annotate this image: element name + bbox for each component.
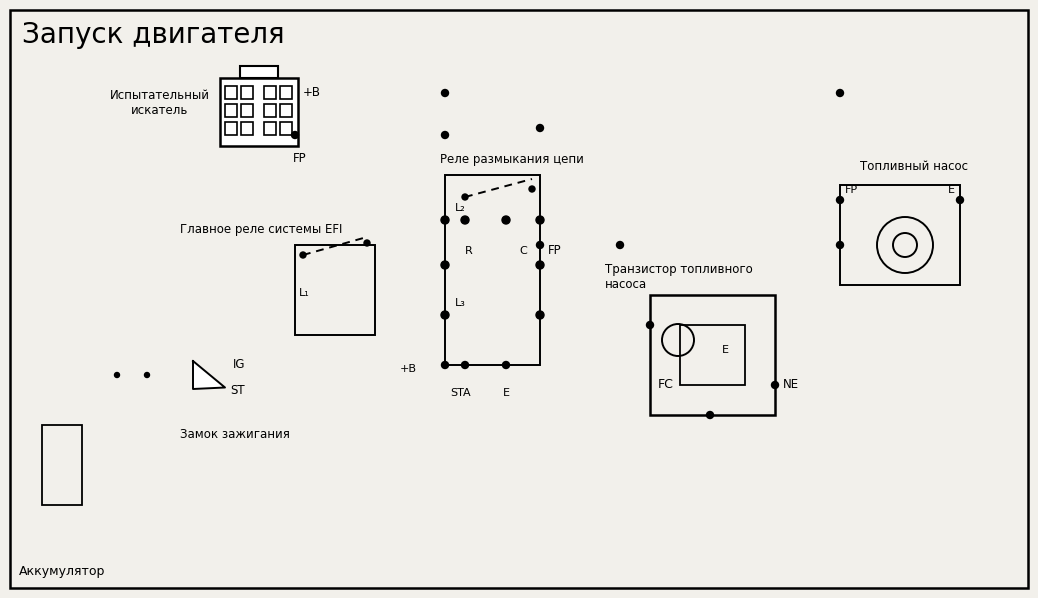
Text: C: C	[519, 246, 526, 256]
Text: E: E	[722, 345, 729, 355]
Bar	[225, 122, 237, 135]
Polygon shape	[193, 361, 225, 389]
Bar	[241, 122, 253, 135]
Circle shape	[647, 322, 654, 328]
Text: Топливный насос: Топливный насос	[861, 160, 968, 173]
Text: IG: IG	[233, 358, 245, 371]
Text: FP: FP	[548, 243, 562, 257]
Circle shape	[502, 216, 510, 224]
Text: +B: +B	[400, 364, 417, 374]
Circle shape	[771, 382, 778, 389]
Text: Транзистор топливного
насоса: Транзистор топливного насоса	[605, 263, 753, 291]
Circle shape	[956, 197, 963, 203]
Bar	[445, 175, 540, 365]
Circle shape	[461, 216, 469, 224]
Circle shape	[537, 124, 544, 132]
Text: Главное реле системы EFI: Главное реле системы EFI	[180, 224, 343, 236]
Text: R: R	[465, 246, 472, 256]
Text: ST: ST	[230, 383, 245, 396]
Circle shape	[617, 242, 624, 249]
Bar	[42, 425, 82, 505]
Bar	[264, 122, 276, 135]
Circle shape	[300, 252, 306, 258]
Circle shape	[536, 261, 544, 269]
Text: STA: STA	[450, 388, 471, 398]
Text: Замок зажигания: Замок зажигания	[180, 429, 290, 441]
Bar	[280, 104, 292, 117]
Text: NE: NE	[783, 379, 799, 392]
Circle shape	[441, 311, 449, 319]
Circle shape	[536, 311, 544, 319]
Circle shape	[502, 362, 510, 368]
Text: L₃: L₃	[455, 298, 466, 308]
Circle shape	[292, 132, 299, 139]
Bar	[220, 78, 298, 146]
Bar	[295, 245, 375, 335]
Circle shape	[707, 411, 713, 419]
Text: FP: FP	[845, 185, 858, 195]
Bar	[264, 104, 276, 117]
Circle shape	[529, 186, 535, 192]
Circle shape	[441, 216, 449, 224]
Bar	[280, 122, 292, 135]
Text: +B: +B	[303, 87, 321, 99]
Circle shape	[441, 132, 448, 139]
Bar	[280, 86, 292, 99]
Circle shape	[144, 373, 149, 377]
Text: FC: FC	[658, 379, 674, 392]
Circle shape	[462, 362, 468, 368]
Bar	[240, 66, 278, 78]
Bar	[680, 325, 745, 385]
Bar	[225, 104, 237, 117]
Circle shape	[462, 194, 468, 200]
Circle shape	[837, 242, 844, 249]
Bar	[840, 185, 960, 285]
Circle shape	[537, 242, 544, 249]
Circle shape	[441, 362, 448, 368]
Circle shape	[441, 261, 449, 269]
Text: E: E	[948, 185, 955, 195]
Circle shape	[441, 90, 448, 96]
Text: FP: FP	[293, 151, 306, 164]
Text: Запуск двигателя: Запуск двигателя	[22, 21, 284, 49]
Bar	[225, 86, 237, 99]
Text: E: E	[502, 388, 510, 398]
Text: Аккумулятор: Аккумулятор	[19, 565, 105, 578]
Bar	[241, 104, 253, 117]
Text: Реле размыкания цепи: Реле размыкания цепи	[440, 154, 583, 166]
Circle shape	[114, 373, 119, 377]
Text: L₁: L₁	[299, 288, 309, 298]
Circle shape	[364, 240, 370, 246]
Text: L₂: L₂	[455, 203, 466, 213]
Bar	[264, 86, 276, 99]
Bar	[241, 86, 253, 99]
Bar	[650, 295, 775, 415]
Text: Испытательный
искатель: Испытательный искатель	[110, 89, 210, 117]
Circle shape	[536, 216, 544, 224]
Circle shape	[837, 90, 844, 96]
Circle shape	[837, 197, 844, 203]
